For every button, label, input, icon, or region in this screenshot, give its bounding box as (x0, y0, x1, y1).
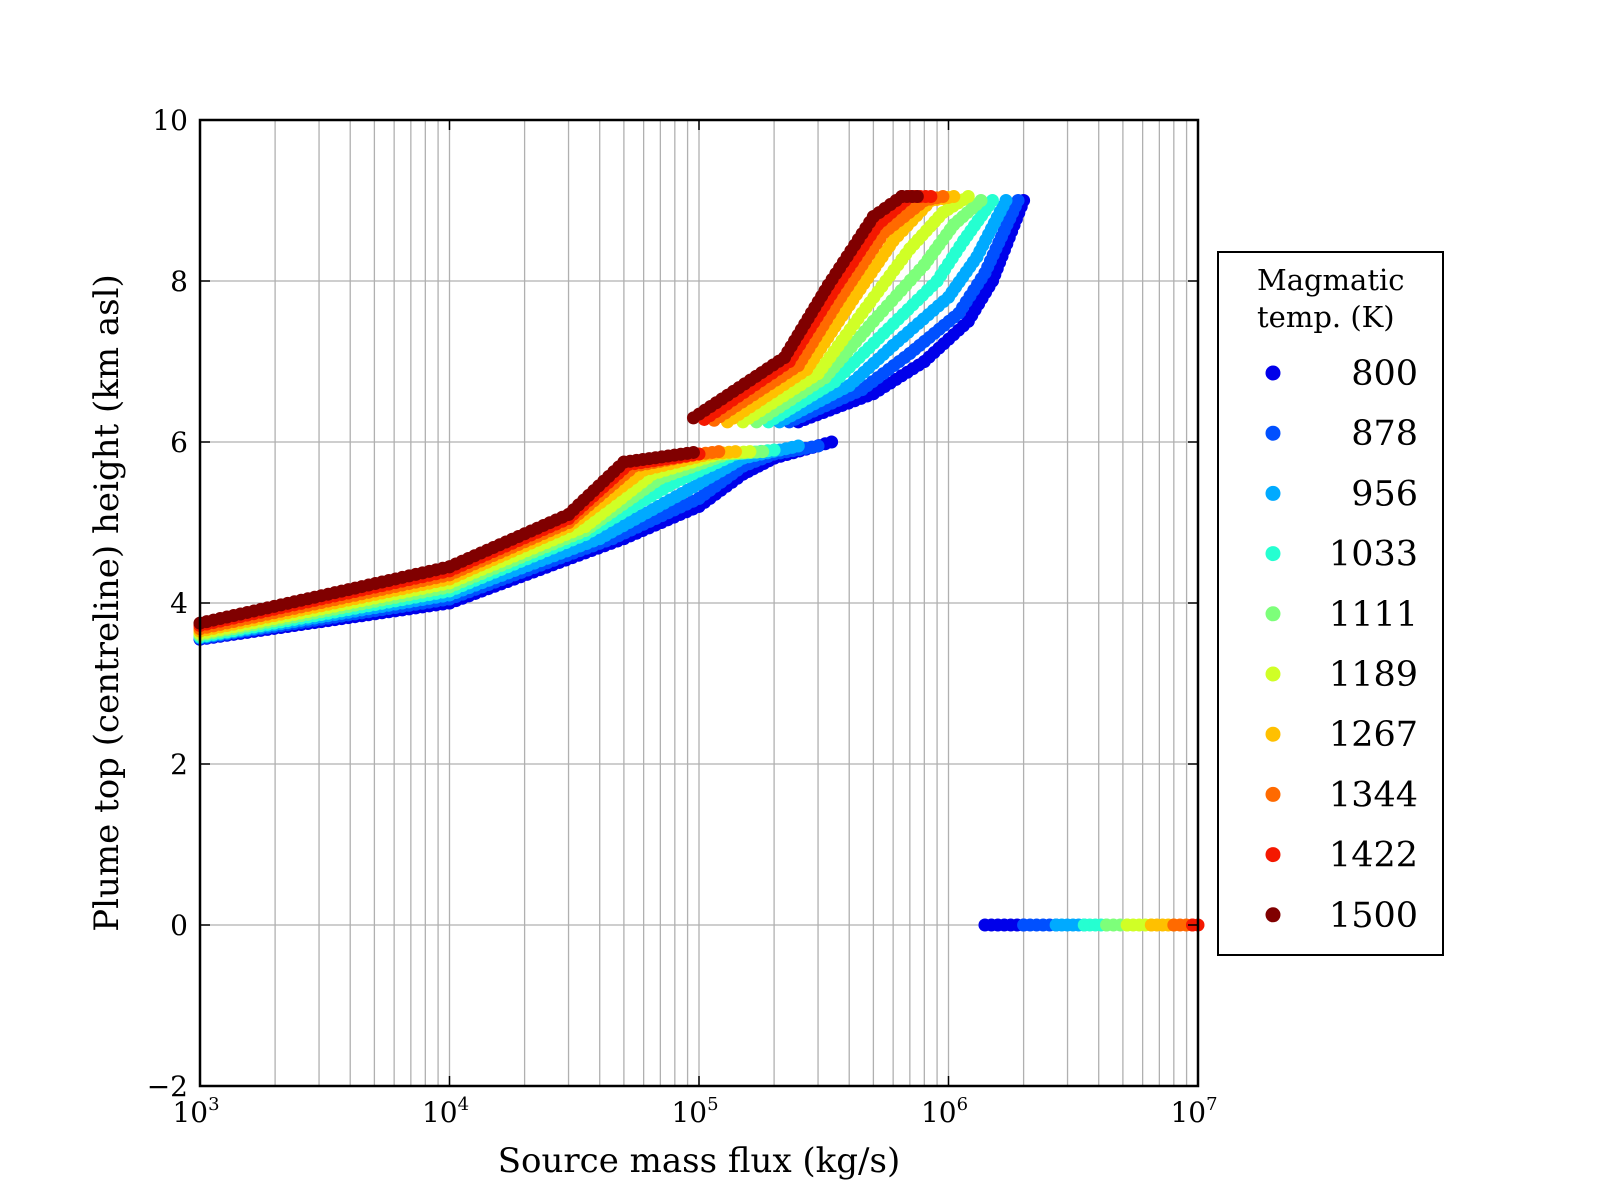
legend-label: 1189 (1329, 655, 1418, 695)
data-points (193, 189, 1205, 932)
scatter-point (767, 443, 781, 457)
x-tick-label: 104 (422, 1094, 469, 1129)
scatter-point (686, 445, 700, 459)
legend-frame (1217, 251, 1444, 956)
legend-label: 1267 (1329, 715, 1418, 755)
scatter-point (756, 445, 770, 459)
legend-marker (1265, 365, 1281, 381)
scatter-point (811, 439, 825, 453)
legend-marker (1265, 546, 1281, 562)
scatter-point (791, 439, 805, 453)
legend-label: 800 (1351, 354, 1418, 394)
y-tick-label: 6 (170, 426, 188, 459)
legend-label: 1033 (1329, 535, 1418, 575)
x-tick-label: 103 (172, 1094, 219, 1129)
y-tick-label: 4 (170, 587, 188, 620)
axis-ticks: 103 104 105 106 107 −2 0 2 4 6 8 10 (147, 104, 1218, 1129)
y-tick-label: −2 (147, 1070, 188, 1103)
y-tick-label: 2 (170, 748, 188, 781)
x-tick-label: 106 (921, 1094, 968, 1129)
x-tick-label: 107 (1170, 1094, 1217, 1129)
legend: Magmatic temp. (K) 800 878 956 1033 1111 1189… (1217, 251, 1444, 956)
legend-marker (1265, 425, 1281, 441)
y-tick-label: 8 (170, 265, 188, 298)
scatter-point (961, 189, 975, 203)
legend-label: 1500 (1329, 896, 1418, 936)
legend-title-line-2: temp. (K) (1257, 300, 1395, 334)
scatter-point (1011, 194, 1025, 207)
y-tick-label: 10 (152, 104, 188, 137)
y-axis-label: Plume top (centreline) height (km asl) (87, 274, 127, 932)
legend-label: 878 (1351, 414, 1418, 454)
legend-entries: 800 878 956 1033 1111 1189 1267 1344 1422 1500 (1265, 354, 1418, 936)
y-tick-label: 0 (170, 909, 188, 942)
scatter-point (728, 445, 742, 459)
x-axis-label: Source mass flux (kg/s) (498, 1141, 900, 1181)
scatter-point (947, 189, 961, 203)
legend-label: 956 (1351, 474, 1418, 514)
legend-label: 1344 (1329, 775, 1418, 815)
scatter-point (936, 189, 950, 203)
scatter-point (910, 189, 924, 203)
scatter-point (712, 445, 726, 459)
scatter-point (999, 194, 1013, 207)
legend-marker (1265, 907, 1281, 923)
scatter-point (825, 435, 839, 449)
x-tick-label: 105 (671, 1094, 718, 1129)
legend-marker (1265, 786, 1281, 802)
legend-marker (1265, 606, 1281, 622)
scatter-point (974, 194, 988, 207)
scatter-point (924, 189, 938, 203)
legend-title-line-1: Magmatic (1257, 263, 1405, 297)
legend-marker (1265, 847, 1281, 863)
legend-label: 1422 (1329, 836, 1418, 876)
scatter-point (985, 194, 999, 207)
legend-label: 1111 (1329, 595, 1418, 635)
scatter-point (743, 445, 757, 459)
legend-marker (1265, 726, 1281, 742)
legend-marker (1265, 666, 1281, 682)
grid-lines (200, 120, 1198, 1086)
legend-marker (1265, 485, 1281, 501)
